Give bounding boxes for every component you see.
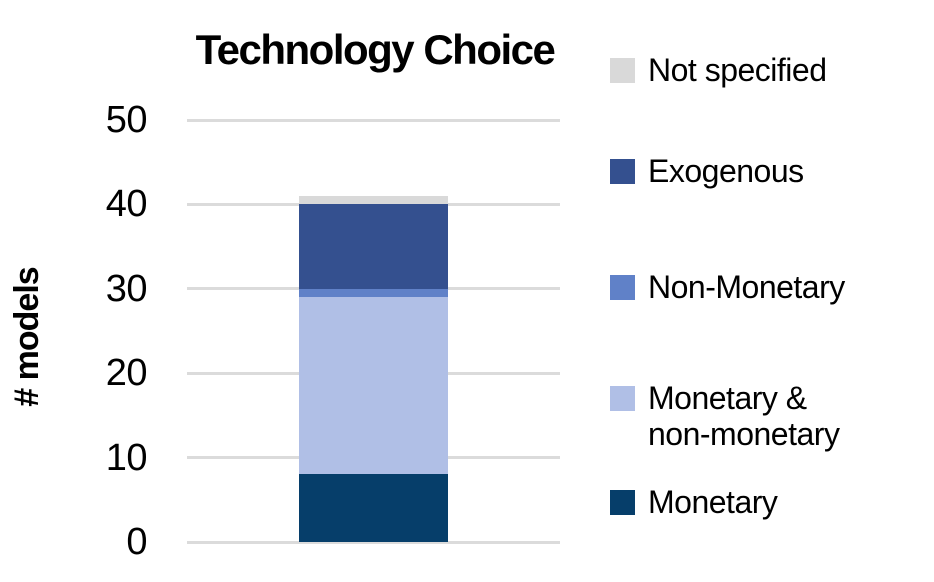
- y-tick-30: 30: [105, 267, 148, 310]
- legend-label-non-monetary: Non-Monetary: [648, 269, 845, 305]
- bar-segment-exogenous: [299, 204, 448, 289]
- y-tick-0: 0: [126, 521, 147, 563]
- legend-swatch-monetary-non-monetary: [610, 386, 635, 411]
- chart-title: Technology Choice: [195, 26, 556, 73]
- gridline-50: [187, 118, 560, 122]
- stacked-bar: [299, 120, 448, 542]
- plot-area: [187, 118, 560, 544]
- legend-label-exogenous: Exogenous: [648, 153, 804, 189]
- y-tick-40: 40: [105, 183, 148, 226]
- legend-item-monetary-non-monetary: Monetary & non-monetary: [610, 380, 840, 452]
- legend-item-non-monetary: Non-Monetary: [610, 269, 845, 305]
- legend-swatch-exogenous: [610, 159, 635, 184]
- legend-swatch-not-specified: [610, 58, 635, 83]
- bar-segment-monetary: [299, 474, 448, 542]
- legend-item-not-specified: Not specified: [610, 52, 827, 88]
- bar-segment-not-specified: [299, 195, 448, 205]
- legend-swatch-non-monetary: [610, 275, 635, 300]
- legend-label-not-specified: Not specified: [648, 52, 827, 88]
- bar-segment-monetary-non-monetary: [299, 297, 448, 475]
- legend-item-exogenous: Exogenous: [610, 153, 804, 189]
- legend-label-monetary-non-monetary: Monetary & non-monetary: [648, 380, 840, 452]
- y-tick-50: 50: [105, 99, 148, 141]
- legend-swatch-monetary: [610, 490, 635, 515]
- legend-label-monetary: Monetary: [648, 484, 778, 520]
- y-tick-10: 10: [105, 436, 148, 479]
- gridline-0: [187, 540, 560, 544]
- y-tick-20: 20: [105, 352, 148, 395]
- bar-segment-non-monetary: [299, 288, 448, 298]
- legend-item-monetary: Monetary: [610, 484, 778, 520]
